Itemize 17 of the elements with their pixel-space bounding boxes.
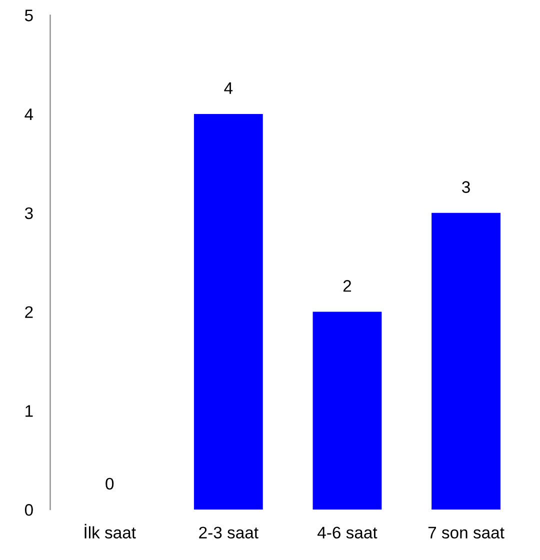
x-tick-label: 4-6 saat <box>317 526 378 539</box>
y-tick-label: 1 <box>26 405 33 417</box>
x-tick-label: İlk saat <box>84 524 136 539</box>
bar <box>194 114 263 510</box>
data-label: 3 <box>462 181 470 193</box>
y-tick-label: 0 <box>24 504 33 516</box>
data-label: 4 <box>224 82 233 94</box>
y-tick-label: 2 <box>25 306 33 318</box>
bar <box>312 312 382 510</box>
x-tick-label: 2-3 saat <box>199 526 258 539</box>
y-tick-label: 5 <box>24 10 33 22</box>
y-tick-label: 3 <box>24 207 33 220</box>
data-label: 0 <box>106 478 114 490</box>
x-tick-label: 7 son saat <box>428 526 504 539</box>
y-tick-label: 4 <box>24 108 34 120</box>
bar <box>432 212 500 510</box>
data-label: 2 <box>343 280 352 292</box>
